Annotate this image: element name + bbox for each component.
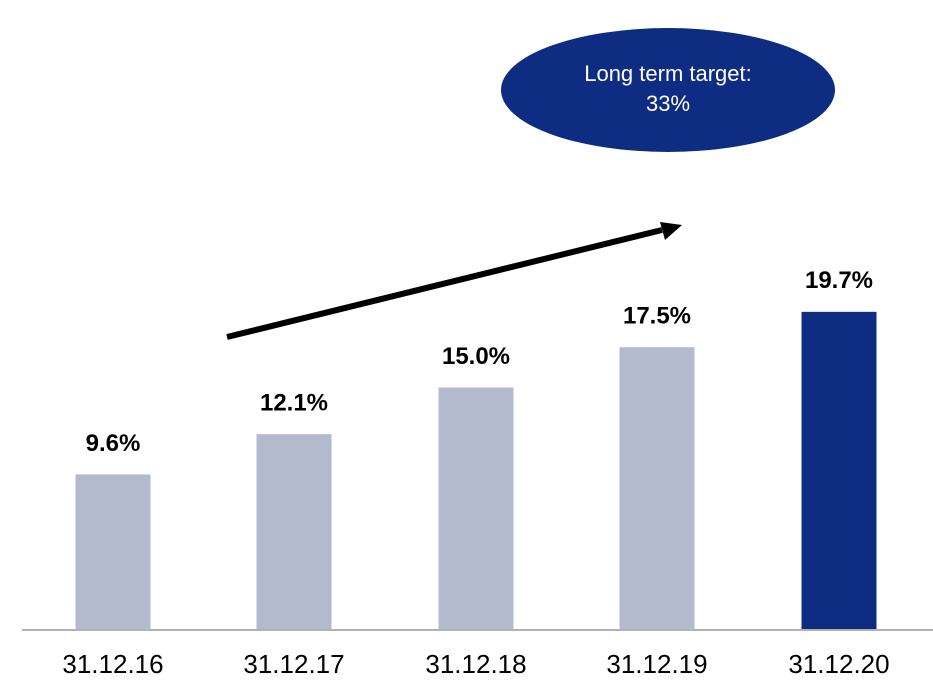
x-tick-label: 31.12.19 xyxy=(606,649,707,679)
value-label: 15.0% xyxy=(442,343,510,370)
annotation-bubble xyxy=(501,28,835,152)
value-label: 17.5% xyxy=(623,303,691,330)
value-label: 12.1% xyxy=(260,390,328,417)
trend-arrow xyxy=(226,227,663,340)
annotation-text: 33% xyxy=(646,91,690,116)
bar xyxy=(75,474,151,629)
bar xyxy=(619,347,695,629)
bar xyxy=(801,311,877,629)
value-label: 19.7% xyxy=(805,267,873,294)
bar xyxy=(438,387,514,629)
value-label: 9.6% xyxy=(86,430,141,457)
annotation-text: Long term target: xyxy=(584,61,752,86)
x-tick-label: 31.12.18 xyxy=(425,649,526,679)
bar xyxy=(256,434,332,629)
x-tick-label: 31.12.20 xyxy=(788,649,889,679)
x-tick-label: 31.12.16 xyxy=(62,649,163,679)
x-tick-label: 31.12.17 xyxy=(243,649,344,679)
trend-arrowhead xyxy=(660,222,682,240)
